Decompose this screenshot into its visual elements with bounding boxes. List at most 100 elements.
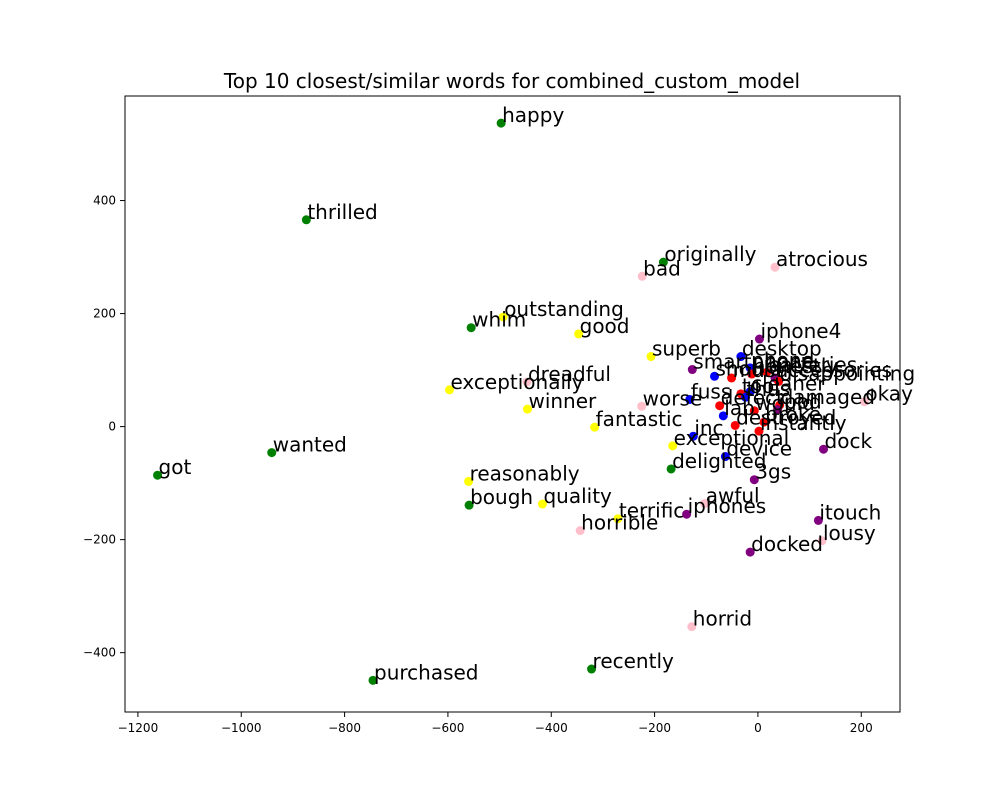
data-point (747, 369, 757, 379)
x-tick-label: −200 (638, 721, 671, 735)
data-point (575, 526, 585, 536)
point-label: delighted (672, 449, 766, 473)
data-point (522, 404, 532, 414)
point-label: lab (724, 396, 755, 420)
point-label: phone (751, 348, 814, 372)
data-point (464, 500, 474, 510)
point-label: thus (747, 377, 791, 401)
data-point (464, 476, 474, 486)
point-label: accessories (776, 358, 892, 382)
point-label: worse (643, 386, 703, 410)
data-point (498, 312, 508, 322)
data-point (466, 323, 476, 333)
data-point (688, 431, 698, 441)
point-label: recently (593, 649, 674, 673)
point-label: smartphone (693, 350, 814, 374)
point-label: terrific (619, 499, 684, 523)
point-label: atrocious (776, 247, 868, 271)
point-label: must (733, 358, 784, 382)
point-label: okay (865, 382, 913, 406)
data-point (613, 514, 623, 524)
data-point (770, 262, 780, 272)
point-label: originally (664, 242, 756, 266)
point-label: good (580, 314, 630, 338)
point-label: 3gs (755, 460, 791, 484)
point-label: iphones (688, 494, 767, 518)
data-point (813, 515, 823, 525)
data-point (646, 352, 656, 362)
x-axis: −1200 −1000 −800 −600 −400 −200 0 200 (118, 712, 873, 735)
x-tick-label: −1200 (118, 721, 159, 735)
point-label: quality (543, 484, 612, 508)
x-tick-label: 0 (754, 721, 762, 735)
data-point (590, 422, 600, 432)
y-axis: −400 −200 0 200 400 (83, 194, 125, 660)
point-label: dreadful (528, 362, 611, 386)
data-point (700, 498, 710, 508)
point-label: wanted (273, 433, 347, 457)
x-tick-label: −800 (328, 721, 361, 735)
point-label: whim (472, 308, 526, 332)
data-point (754, 334, 764, 344)
point-label: destroyed (736, 405, 836, 429)
data-point (773, 405, 783, 415)
y-tick-label: 0 (108, 420, 116, 434)
data-point (666, 464, 676, 474)
data-point (444, 385, 454, 395)
point-label: lousy (823, 521, 876, 545)
point-label: bad (643, 256, 681, 280)
point-label: docked (751, 532, 823, 556)
point-label: fantastic (596, 407, 683, 431)
chart-title: Top 10 closest/similar words for combine… (223, 69, 800, 93)
data-point (710, 371, 720, 381)
point-label: horrid (693, 607, 752, 631)
point-label: superb (652, 337, 721, 361)
point-label: damaged (781, 385, 875, 409)
data-point (496, 118, 506, 128)
data-point (687, 365, 697, 375)
point-label: would (755, 391, 815, 415)
point-label: should (716, 356, 782, 380)
data-point (658, 257, 668, 267)
point-label: desktop (742, 337, 822, 361)
point-label: exceptionally (450, 370, 583, 394)
data-point (368, 675, 378, 685)
data-point (817, 536, 827, 546)
point-label: dock (825, 429, 873, 453)
data-point (749, 475, 759, 485)
labels-layer: happy thrilled originally atrocious bad outst… (159, 103, 916, 684)
data-point (522, 377, 532, 387)
point-label: winner (528, 389, 597, 413)
x-tick-label: −1000 (221, 721, 262, 735)
data-point (741, 392, 751, 402)
x-tick-label: −600 (431, 721, 464, 735)
x-tick-label: −400 (535, 721, 568, 735)
point-label: ipod (779, 390, 822, 414)
data-point (749, 406, 759, 416)
point-label: bough (470, 485, 533, 509)
data-point (637, 271, 647, 281)
point-label: iphone4 (760, 319, 841, 343)
point-label: defect (721, 386, 784, 410)
point-label: happy (502, 103, 564, 127)
y-tick-label: −200 (83, 533, 116, 547)
data-point (745, 547, 755, 557)
data-point (730, 420, 740, 430)
point-label: itouch (819, 500, 881, 524)
point-label: exceptional (674, 426, 790, 450)
y-tick-label: 400 (93, 194, 116, 208)
y-tick-label: −400 (83, 646, 116, 660)
points-layer (153, 118, 869, 685)
point-label: got (159, 455, 192, 479)
point-label: disappointing (780, 361, 916, 385)
point-label: awful (706, 483, 760, 507)
point-label: fuss (691, 379, 732, 403)
data-point (736, 352, 746, 362)
data-point (682, 509, 692, 519)
data-point (587, 664, 597, 674)
point-label: batteries (768, 352, 857, 376)
data-point (301, 215, 311, 225)
point-label: instantly (760, 411, 847, 435)
data-point (819, 444, 829, 454)
